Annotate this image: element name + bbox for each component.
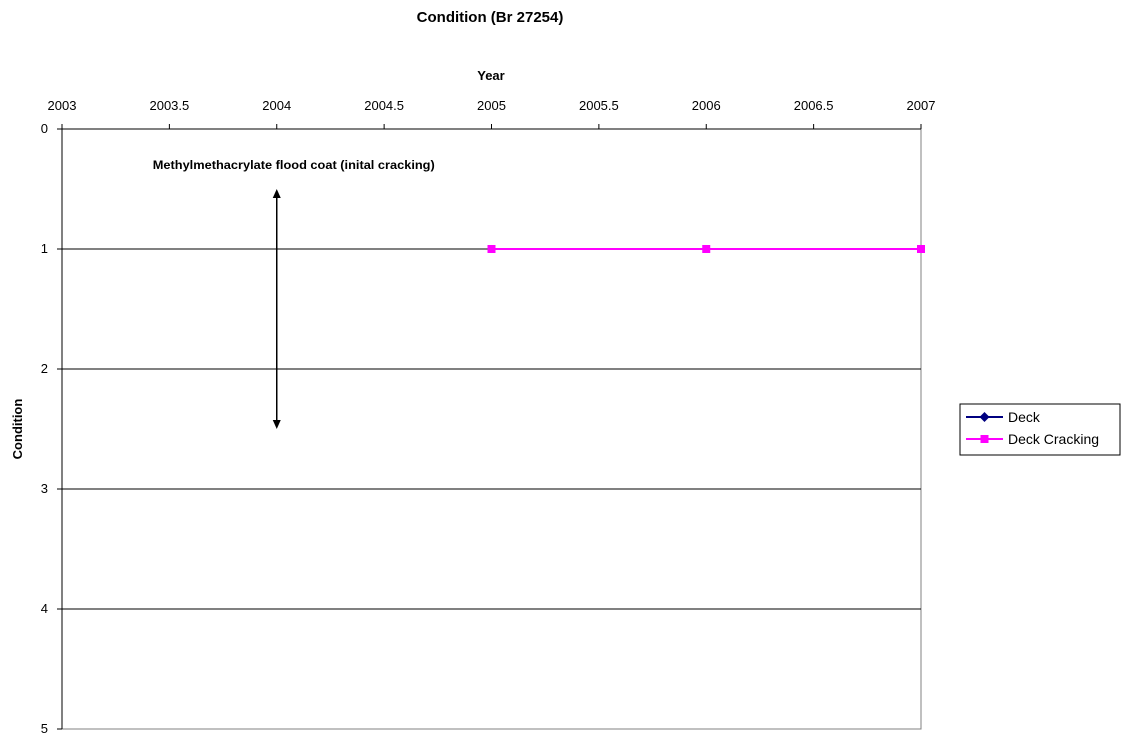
- data-point: [702, 245, 711, 253]
- chart-title: Condition (Br 27254): [417, 9, 564, 26]
- x-tick-label: 2004: [262, 98, 291, 113]
- legend-items: Deck Deck Cracking: [966, 409, 1099, 447]
- legend-marker: [980, 435, 989, 443]
- annotation-label: Methylmethacrylate flood coat (inital cr…: [153, 158, 435, 172]
- annotations: Methylmethacrylate flood coat (inital cr…: [153, 158, 435, 429]
- data-point: [917, 245, 925, 253]
- annotation-arrowhead-top: [272, 189, 281, 198]
- data-point: [487, 245, 496, 253]
- y-tick-label: 0: [41, 121, 48, 136]
- x-tick-label: 2005.5: [579, 98, 619, 113]
- x-tick-label: 2005: [477, 98, 506, 113]
- y-tick-label: 5: [41, 721, 48, 736]
- legend-box: [959, 403, 1121, 456]
- x-tick-label: 2004.5: [364, 98, 404, 113]
- y-axis-ticks: 0 1 2 3 4 5: [41, 121, 63, 736]
- y-tick-label: 2: [41, 361, 48, 376]
- annotation-arrowhead-bottom: [272, 420, 281, 429]
- x-tick-label: 2006: [692, 98, 721, 113]
- x-tick-label: 2006.5: [794, 98, 834, 113]
- x-tick-label: 2003.5: [149, 98, 189, 113]
- series: [487, 245, 925, 253]
- y-axis-label: Condition: [10, 399, 25, 460]
- legend-label: Deck: [1008, 409, 1041, 425]
- plot-area: [61, 128, 922, 730]
- y-tick-label: 1: [41, 241, 48, 256]
- x-tick-label: 2007: [907, 98, 936, 113]
- x-axis-label: Year: [477, 68, 504, 83]
- x-axis-ticks: 2003 2003.5 2004 2004.5 2005 2005.5 2006 2006.5…: [48, 98, 936, 130]
- legend: Deck Deck Cracking: [959, 403, 1121, 456]
- legend-marker: [979, 412, 990, 422]
- x-tick-label: 2003: [48, 98, 77, 113]
- y-tick-label: 4: [41, 601, 48, 616]
- legend-label: Deck Cracking: [1008, 431, 1099, 447]
- y-tick-label: 3: [41, 481, 48, 496]
